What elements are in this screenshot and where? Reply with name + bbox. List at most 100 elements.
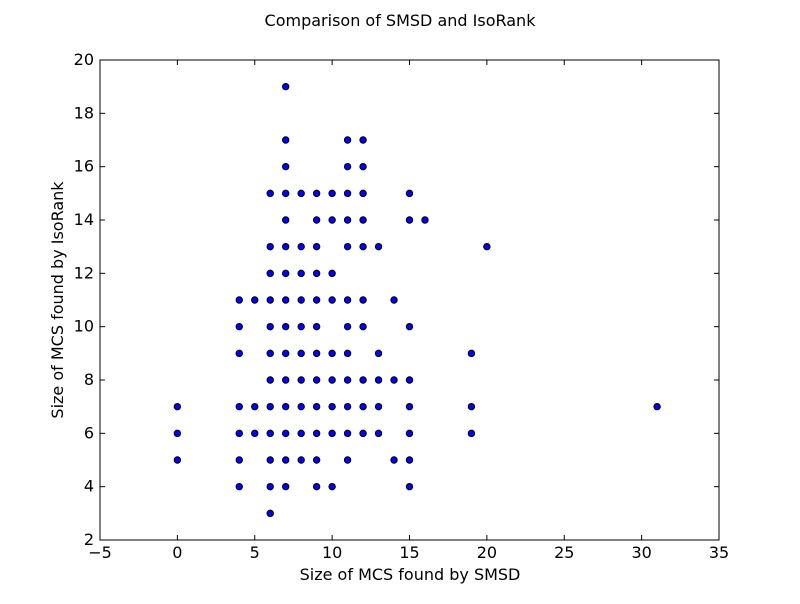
y-tick-label: 20 bbox=[74, 50, 94, 69]
scatter-point bbox=[297, 402, 305, 411]
scatter-point bbox=[312, 242, 321, 251]
x-tick-label: 30 bbox=[631, 543, 651, 562]
scatter-point bbox=[467, 402, 476, 411]
scatter-point bbox=[282, 162, 290, 171]
scatter-point bbox=[312, 216, 321, 224]
scatter-point bbox=[374, 242, 383, 251]
scatter-point bbox=[359, 189, 367, 198]
scatter-point bbox=[312, 482, 321, 491]
x-tick-label: 25 bbox=[554, 543, 574, 562]
scatter-point bbox=[328, 482, 336, 491]
scatter-point bbox=[467, 429, 476, 438]
scatter-point bbox=[405, 482, 414, 491]
scatter-point bbox=[297, 189, 305, 198]
scatter-point bbox=[297, 322, 305, 331]
scatter-point bbox=[343, 402, 352, 411]
scatter-point bbox=[297, 456, 305, 464]
scatter-point bbox=[173, 456, 182, 464]
scatter-point bbox=[405, 322, 414, 331]
scatter-point bbox=[266, 376, 274, 384]
scatter-point bbox=[282, 456, 290, 464]
scatter-point bbox=[282, 82, 290, 91]
scatter-point bbox=[374, 402, 383, 411]
scatter-point bbox=[235, 322, 243, 331]
scatter-point bbox=[235, 482, 243, 491]
scatter-point bbox=[282, 242, 290, 251]
x-tick-label: 0 bbox=[172, 543, 182, 562]
y-tick-label: 8 bbox=[84, 370, 94, 389]
scatter-point bbox=[251, 429, 259, 438]
scatter-point bbox=[282, 376, 290, 384]
scatter-point bbox=[467, 349, 476, 358]
scatter-point bbox=[173, 429, 182, 438]
scatter-point bbox=[282, 482, 290, 491]
scatter-point bbox=[235, 456, 243, 464]
scatter-point bbox=[266, 402, 274, 411]
scatter-point bbox=[343, 296, 352, 304]
scatter-point bbox=[297, 296, 305, 304]
y-axis-label: Size of MCS found by IsoRank bbox=[48, 181, 67, 419]
x-tick-label: 20 bbox=[477, 543, 497, 562]
scatter-point bbox=[312, 269, 321, 278]
scatter-point bbox=[343, 216, 352, 224]
scatter-point bbox=[312, 322, 321, 331]
scatter-point bbox=[343, 162, 352, 171]
y-tick-label: 18 bbox=[74, 103, 94, 122]
scatter-point bbox=[390, 456, 398, 464]
y-tick-label: 2 bbox=[84, 530, 94, 549]
y-tick-label: 4 bbox=[84, 477, 94, 496]
scatter-point bbox=[282, 216, 290, 224]
scatter-point bbox=[328, 269, 336, 278]
scatter-point bbox=[328, 296, 336, 304]
scatter-point bbox=[343, 456, 352, 464]
scatter-point bbox=[282, 296, 290, 304]
y-tick-label: 12 bbox=[74, 263, 94, 282]
scatter-point bbox=[312, 456, 321, 464]
scatter-point bbox=[343, 322, 352, 331]
scatter-point bbox=[297, 269, 305, 278]
scatter-point bbox=[343, 189, 352, 198]
scatter-point bbox=[235, 429, 243, 438]
chart-title: Comparison of SMSD and IsoRank bbox=[265, 11, 537, 30]
scatter-point bbox=[359, 402, 367, 411]
scatter-point bbox=[405, 376, 414, 384]
scatter-point bbox=[297, 376, 305, 384]
scatter-point bbox=[235, 349, 243, 358]
x-tick-label: −5 bbox=[88, 543, 112, 562]
scatter-point bbox=[266, 269, 274, 278]
scatter-point bbox=[266, 509, 274, 518]
scatter-point bbox=[266, 322, 274, 331]
scatter-point bbox=[343, 429, 352, 438]
scatter-point bbox=[297, 429, 305, 438]
scatter-point bbox=[343, 349, 352, 358]
scatter-point bbox=[390, 376, 398, 384]
scatter-point bbox=[266, 349, 274, 358]
scatter-point bbox=[421, 216, 429, 224]
scatter-point bbox=[282, 402, 290, 411]
scatter-point bbox=[312, 376, 321, 384]
scatter-point bbox=[359, 242, 367, 251]
scatter-point bbox=[483, 242, 491, 251]
scatter-point bbox=[359, 162, 367, 171]
scatter-point bbox=[328, 349, 336, 358]
scatter-point bbox=[282, 322, 290, 331]
scatter-point bbox=[328, 376, 336, 384]
scatter-point bbox=[312, 402, 321, 411]
x-tick-label: 35 bbox=[709, 543, 729, 562]
scatter-point bbox=[235, 296, 243, 304]
scatter-point bbox=[405, 402, 414, 411]
scatter-point bbox=[405, 189, 414, 198]
scatter-point bbox=[251, 402, 259, 411]
y-tick-label: 10 bbox=[74, 317, 94, 336]
scatter-point bbox=[235, 402, 243, 411]
scatter-point bbox=[405, 216, 414, 224]
scatter-point bbox=[359, 376, 367, 384]
scatter-point bbox=[266, 242, 274, 251]
scatter-point bbox=[312, 429, 321, 438]
x-axis-label: Size of MCS found by SMSD bbox=[300, 565, 521, 584]
scatter-point bbox=[282, 269, 290, 278]
x-tick-label: 5 bbox=[250, 543, 260, 562]
ticks-layer: −5 0 5 10 15 20 25 30 35 2 4 6 8 10 12 14 16 18 20 bbox=[74, 50, 730, 562]
scatter-point bbox=[297, 242, 305, 251]
